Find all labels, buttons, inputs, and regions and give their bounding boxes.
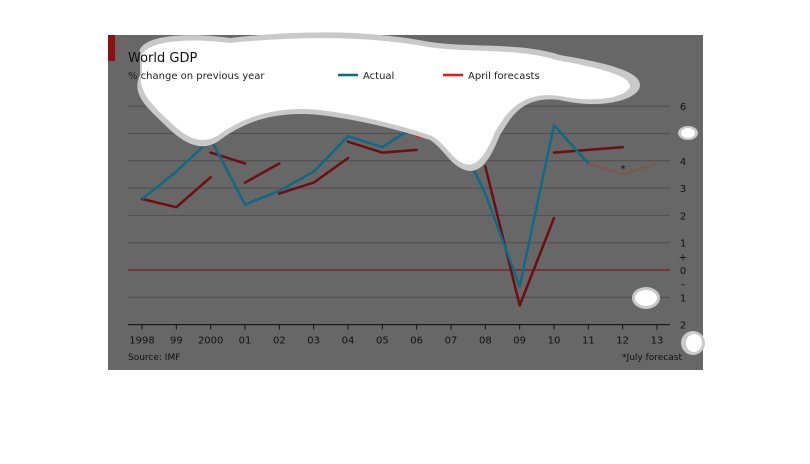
cloud-overlay [137,32,705,355]
footnote-marker: * [621,164,626,175]
footnote: *July forecast [622,353,682,363]
x-tick-label: 1998 [129,336,154,347]
y-tick-label: 1 [680,239,686,250]
x-tick-label: 2000 [198,336,223,347]
forecast-line [209,151,247,165]
legend-actual-label: Actual [363,71,394,82]
x-tick-labels: 1998 99 2000 01 02 03 04 05 06 07 08 09 10 11 12 13 [129,324,664,347]
x-tick-label: 05 [376,336,389,347]
y-tick-label: 6 [680,102,686,113]
x-tick-label: 09 [513,336,526,347]
x-tick-label: 13 [651,336,664,347]
forecast-line [140,175,212,209]
actual-estimate-line [587,162,658,176]
y-tick-label: 3 [680,184,686,195]
source-note: Source: IMF [128,353,180,363]
forecast-series [140,134,624,307]
y-tick-label: 2 [680,211,686,222]
x-tick-label: 12 [616,336,629,347]
y-tick-label: – [681,280,686,291]
y-tick-label: 2 [680,321,686,332]
actual-line [141,121,452,206]
x-tick-label: 06 [410,336,423,347]
chart-subtitle: % change on previous year [128,71,265,82]
y-tick-label: 4 [680,157,686,168]
x-tick-label: 03 [307,336,320,347]
x-tick-label: 07 [445,336,458,347]
x-tick-label: 04 [342,336,355,347]
forecast-line [346,140,418,154]
x-tick-label: 01 [239,336,252,347]
actual-series [141,121,658,288]
x-tick-label: 10 [548,336,561,347]
y-tick-label: 0 [680,266,686,277]
chart-title: World GDP [128,51,197,66]
x-tick-label: 02 [273,336,286,347]
brand-tab [108,35,115,61]
forecast-line [484,165,556,307]
forecast-line [278,156,350,195]
x-tick-label: 11 [582,336,595,347]
y-tick-label: 1 [680,293,686,304]
legend-forecast-label: April forecasts [468,71,540,82]
y-tick-label: + [679,252,687,263]
forecast-line [552,145,624,154]
x-tick-label: 08 [479,336,492,347]
x-tick-label: 99 [170,336,183,347]
forecast-line [243,162,281,184]
